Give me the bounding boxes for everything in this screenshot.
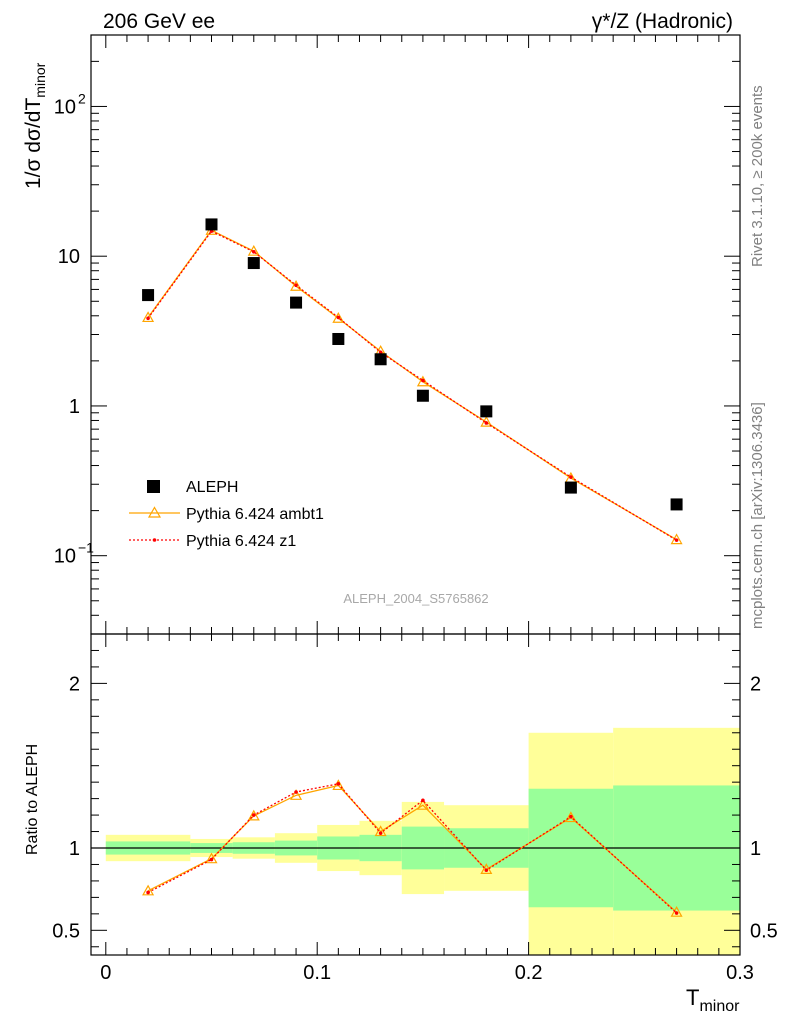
main-marker-ambt1-3 — [290, 280, 303, 291]
y-tick-label-main-0: 10 — [54, 546, 76, 568]
main-marker-z1-4 — [336, 315, 341, 320]
ratio-line-z1 — [147, 783, 678, 914]
ratio-y-axis-label: Ratio to ALEPH — [24, 744, 41, 855]
x-tick-label-0: 0 — [100, 962, 111, 984]
main-data-points — [142, 218, 683, 511]
ratio-marker-z1-3 — [294, 790, 298, 794]
ratio-marker-z1-5 — [378, 831, 383, 835]
legend-label-z1: Pythia 6.424 z1 — [186, 533, 296, 550]
ratio-marker-ambt1-6 — [416, 798, 429, 810]
legend-label-ambt1: Pythia 6.424 ambt1 — [186, 506, 324, 523]
main-marker-z1-0 — [146, 316, 150, 321]
y-tick-label-main-1: 1 — [69, 396, 80, 418]
main-mc-series — [142, 224, 683, 545]
ratio-marker-z1-2 — [251, 813, 256, 817]
ratio-marker-z1-4 — [336, 782, 341, 786]
legend-marker-aleph — [147, 480, 160, 493]
main-y-axis-label: 1/σ dσ/dTminor — [22, 62, 48, 189]
ratio-marker-z1-9 — [674, 911, 679, 915]
aleph-point-7 — [480, 405, 493, 418]
y-tick-label-main-2: 10 — [58, 246, 80, 268]
main-marker-ambt1-4 — [332, 312, 345, 323]
ratio-marker-z1-1 — [209, 857, 214, 862]
x-axis-label: Tminor — [686, 985, 740, 1015]
main-line-z1 — [147, 230, 677, 541]
main-marker-ambt1-0 — [142, 311, 155, 323]
ratio-marker-ambt1-9 — [670, 905, 683, 917]
y-tick-label-ratio-left-2: 2 — [69, 673, 80, 695]
rivet-version-label: Rivet 3.1.10, ≥ 200k events — [749, 85, 766, 267]
ratio-marker-z1-0 — [146, 890, 150, 895]
main-marker-z1-5 — [378, 350, 383, 355]
ratio-marker-ambt1-8 — [564, 811, 577, 823]
aleph-point-8 — [564, 481, 577, 494]
legend: ALEPH Pythia 6.424 ambt1 Pythia 6.424 z1 — [129, 479, 324, 550]
y-tick-label-ratio-right-2: 2 — [750, 673, 761, 695]
y-tick-label-ratio-left-1: 1 — [69, 838, 80, 860]
process-title-suffix: (Hadronic) — [635, 10, 733, 33]
aleph-point-1 — [205, 218, 218, 231]
y-tick-exp-main-0: −1 — [78, 540, 94, 556]
main-marker-z1-9 — [674, 538, 679, 542]
legend-label-aleph: ALEPH — [186, 479, 238, 496]
x-axis-label-main: T — [686, 985, 699, 1010]
analysis-id-label: ALEPH_2004_S5765862 — [343, 591, 488, 606]
ratio-marker-ambt1-2 — [247, 809, 260, 821]
aleph-point-9 — [670, 498, 683, 511]
x-axis-label-sub: minor — [699, 998, 740, 1015]
main-y-axis-label-sub: minor — [32, 62, 48, 97]
main-marker-z1-6 — [421, 378, 425, 383]
main-y-axis-label-main: 1/σ dσ/dT — [22, 98, 45, 189]
process-title-prefix: γ*/Z — [592, 10, 635, 33]
y-tick-label-ratio-right-0: 0.5 — [750, 920, 778, 942]
main-marker-z1-3 — [294, 283, 298, 288]
axis-ticks — [91, 34, 741, 955]
ratio-uncertainty-bands — [105, 727, 740, 955]
x-tick-label-2: 0.2 — [515, 962, 543, 984]
main-marker-ambt1-6 — [416, 375, 429, 387]
y-tick-label-main-3: 10 — [54, 96, 76, 118]
ratio-marker-z1-7 — [484, 868, 489, 873]
aleph-point-6 — [416, 389, 429, 402]
legend-marker-ambt1 — [147, 506, 162, 518]
ratio-marker-ambt1-1 — [205, 852, 218, 864]
main-marker-z1-8 — [569, 475, 573, 479]
ratio-marker-ambt1-0 — [142, 884, 155, 896]
process-title: γ*/Z (Hadronic) — [592, 10, 733, 33]
mcplots-reference-label: mcplots.cern.ch [arXiv:1306.3436] — [749, 402, 766, 629]
main-marker-z1-2 — [251, 249, 256, 254]
ratio-mc-series — [142, 779, 683, 917]
y-tick-label-ratio-right-1: 1 — [750, 838, 761, 860]
aleph-point-0 — [142, 289, 155, 302]
aleph-point-5 — [374, 353, 387, 366]
ratio-panel-frame — [90, 633, 741, 956]
ratio-marker-z1-8 — [569, 814, 573, 819]
ratio-marker-ambt1-3 — [290, 789, 303, 800]
x-tick-label-3: 0.3 — [726, 962, 754, 984]
energy-title: 206 GeV ee — [103, 10, 215, 33]
legend-marker-z1 — [152, 538, 157, 542]
y-tick-exp-main-3: 2 — [78, 90, 86, 106]
x-tick-label-1: 0.1 — [303, 962, 331, 984]
aleph-point-2 — [247, 257, 260, 270]
aleph-point-4 — [332, 332, 345, 345]
ratio-marker-ambt1-7 — [480, 863, 493, 874]
ratio-marker-z1-6 — [421, 798, 425, 803]
aleph-point-3 — [290, 296, 303, 309]
y-tick-label-ratio-left-0: 0.5 — [52, 920, 80, 942]
main-marker-z1-7 — [484, 421, 489, 425]
